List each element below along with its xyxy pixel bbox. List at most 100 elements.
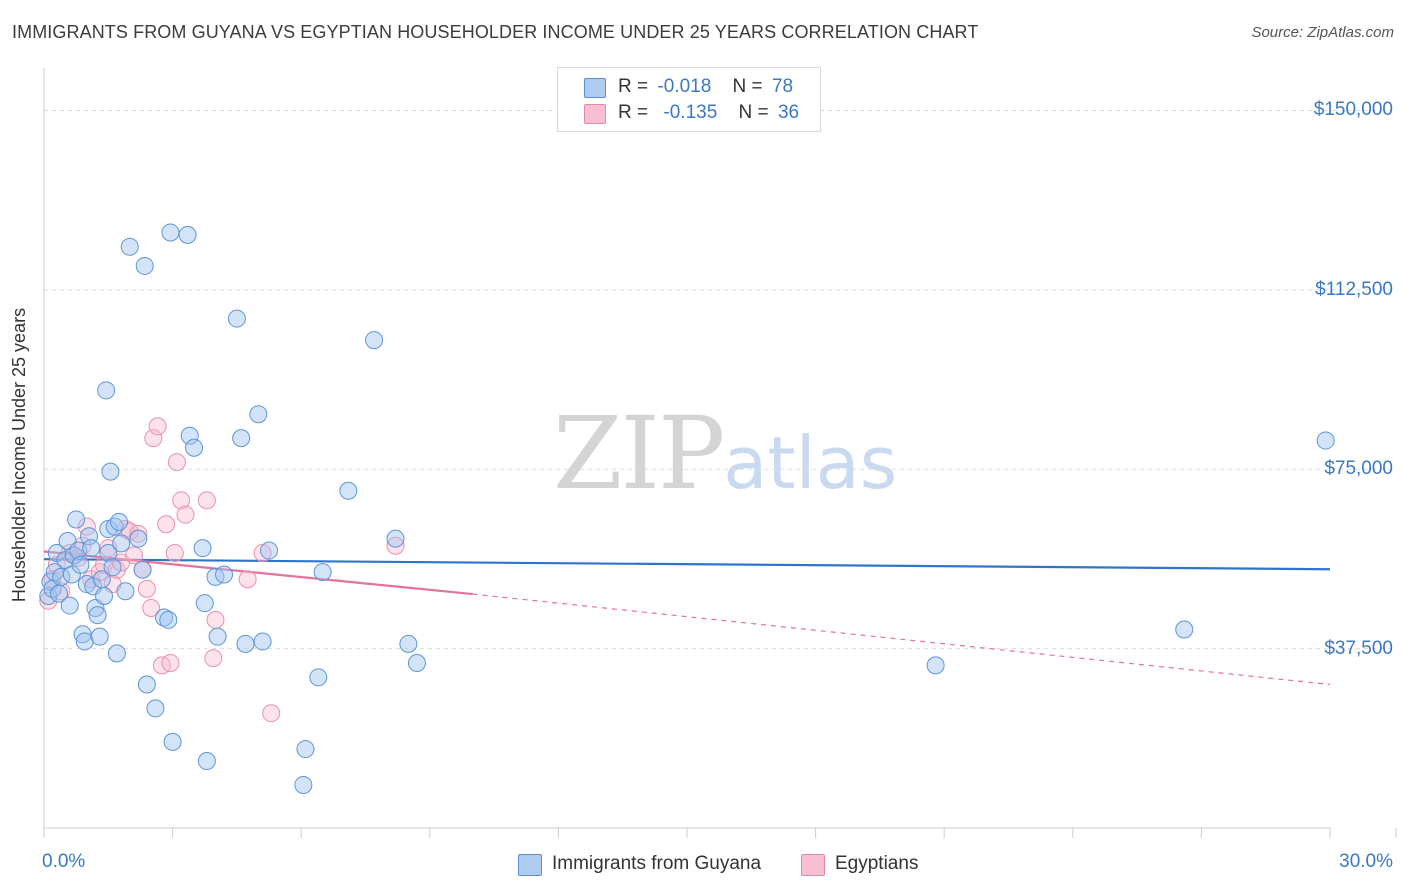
watermark-atlas: atlas: [723, 421, 898, 505]
legend-r-label: R =: [618, 102, 649, 123]
guyana-point: [227, 309, 246, 328]
guyana-point: [159, 610, 178, 629]
egyptians-point: [144, 429, 163, 448]
egyptians-point: [148, 417, 167, 436]
guyana-point: [197, 752, 216, 771]
guyana-point: [178, 225, 197, 244]
guyana-point: [193, 539, 212, 558]
guyana-point: [260, 541, 279, 560]
egyptians-point: [142, 598, 161, 617]
legend-r-value-guyana: -0.018: [657, 76, 712, 97]
guyana-point: [95, 587, 114, 606]
guyana-point: [232, 429, 251, 448]
guyana-point: [82, 539, 101, 558]
x-tick-label-end: 30.0%: [1339, 851, 1393, 872]
watermark: ZIPatlas: [553, 395, 897, 512]
guyana-point: [180, 426, 199, 445]
source-credit: Source: ZipAtlas.com: [1251, 24, 1394, 41]
egyptians-trend-line: [43, 550, 473, 596]
guyana-point: [309, 668, 328, 687]
guyana-point: [253, 632, 272, 651]
guyana-point: [236, 634, 255, 653]
guyana-point: [80, 527, 99, 546]
guyana-point: [110, 512, 129, 531]
guyana-point: [195, 594, 214, 613]
x-tick-label-start: 0.0%: [42, 851, 86, 872]
guyana-point: [137, 675, 156, 694]
egyptians-point: [167, 453, 186, 472]
bottom-legend-swatch-egyptians: [801, 854, 825, 876]
guyana-point: [99, 543, 118, 562]
egyptians-point: [39, 591, 58, 610]
guyana-point: [407, 653, 426, 672]
guyana-point: [120, 237, 139, 256]
guyana-point: [129, 529, 148, 548]
guyana-point: [112, 534, 131, 553]
legend-n-value-guyana: 78: [771, 76, 794, 97]
legend-r-value-egyptians: -0.135: [663, 102, 718, 123]
guyana-point: [185, 438, 204, 457]
guyana-point: [386, 529, 405, 548]
guyana-point: [296, 740, 315, 759]
legend-r-label: R =: [618, 76, 649, 97]
guyana-point: [135, 256, 154, 275]
egyptians-point: [204, 649, 223, 668]
egyptians-trend-extension: [472, 593, 1331, 686]
legend-n-value-egyptians: 36: [777, 102, 800, 123]
guyana-point: [75, 632, 94, 651]
guyana-point: [67, 510, 86, 529]
y-axis-label: Householder Income Under 25 years: [9, 307, 29, 603]
chart-title: IMMIGRANTS FROM GUYANA VS EGYPTIAN HOUSE…: [12, 22, 979, 42]
egyptians-point: [197, 491, 216, 510]
guyana-trend-line: [43, 558, 1331, 571]
guyana-point: [101, 462, 120, 481]
guyana-point: [97, 381, 116, 400]
legend-swatch-guyana: [584, 78, 606, 98]
guyana-point: [313, 563, 332, 582]
guyana-point: [88, 606, 107, 625]
guyana-point: [133, 560, 152, 579]
y-tick-label: $37,500: [1324, 637, 1393, 659]
guyana-point: [52, 567, 71, 586]
egyptians-point: [165, 543, 184, 562]
guyana-point: [215, 565, 234, 584]
guyana-point: [926, 656, 945, 675]
correlation-legend: R = -0.018 N = 78 R = -0.135 N = 36: [557, 67, 821, 132]
axis-layer: [43, 68, 1397, 838]
guyana-point: [163, 732, 182, 751]
guyana-point: [107, 644, 126, 663]
legend-n-label: N =: [732, 76, 763, 97]
egyptians-point: [176, 505, 195, 524]
guyana-point: [339, 481, 358, 500]
guyana-point: [208, 627, 227, 646]
guyana-point: [116, 582, 135, 601]
watermark-zip: ZIP: [553, 395, 725, 512]
egyptians-point: [206, 610, 225, 629]
y-tick-label: $75,000: [1324, 458, 1393, 480]
guyana-point: [103, 558, 122, 577]
guyana-point: [60, 596, 79, 615]
bottom-legend-label-egyptians: Egyptians: [835, 853, 919, 874]
y-tick-label: $150,000: [1313, 99, 1393, 121]
egyptians-point: [161, 653, 180, 672]
points-layer: [39, 223, 1335, 794]
guyana-point: [71, 555, 90, 574]
bottom-legend-label-guyana: Immigrants from Guyana: [552, 853, 762, 874]
guyana-point: [1175, 620, 1194, 639]
trend-layer: [43, 550, 1331, 686]
egyptians-point: [172, 491, 191, 510]
guyana-point: [365, 331, 384, 350]
guyana-point: [399, 634, 418, 653]
legend-n-label: N =: [738, 102, 769, 123]
guyana-point: [161, 223, 180, 242]
egyptians-point: [157, 515, 176, 534]
y-tick-label: $112,500: [1315, 278, 1393, 300]
egyptians-point: [137, 579, 156, 598]
bottom-legend-swatch-guyana: [518, 854, 542, 876]
guyana-point: [146, 699, 165, 718]
egyptians-point: [262, 704, 281, 723]
egyptians-point: [386, 536, 405, 555]
guyana-point: [249, 405, 268, 424]
guyana-point: [1316, 431, 1335, 450]
